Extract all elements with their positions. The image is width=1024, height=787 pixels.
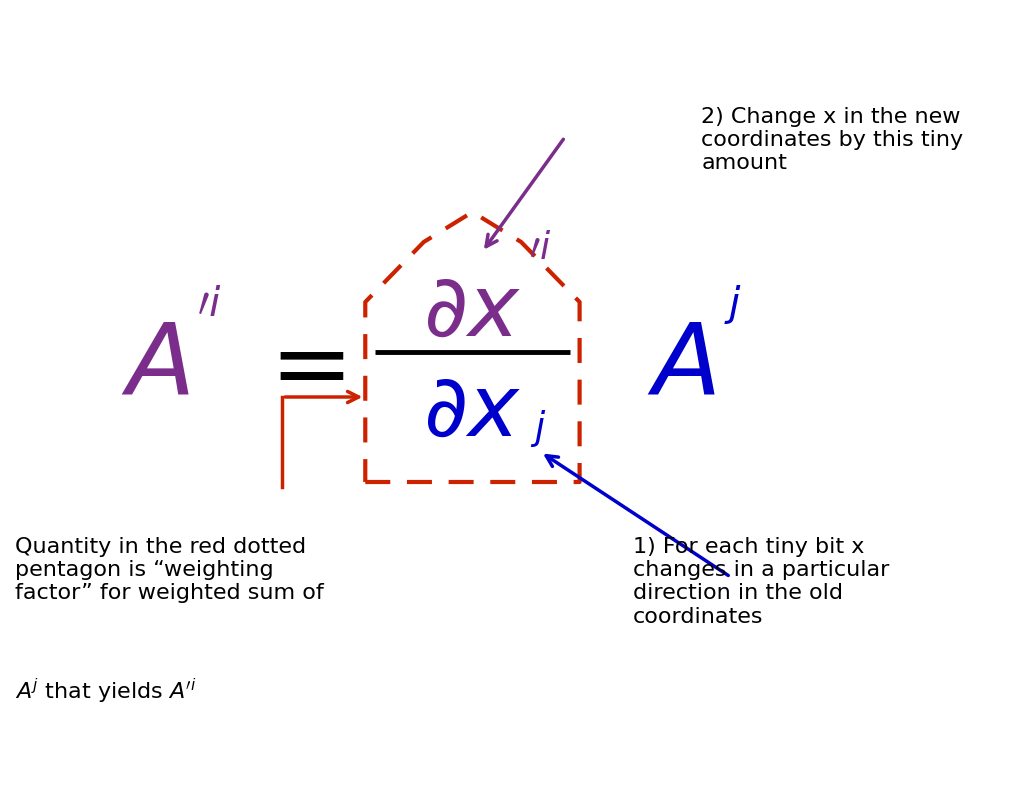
Text: ${}^{\prime i}$: ${}^{\prime i}$ bbox=[529, 237, 552, 287]
Text: $A^j$ that yields $A^{\prime i}$: $A^j$ that yields $A^{\prime i}$ bbox=[14, 677, 197, 706]
Text: ${}^{j}$: ${}^{j}$ bbox=[724, 294, 741, 350]
Text: ${}^{\prime i}$: ${}^{\prime i}$ bbox=[197, 294, 222, 350]
Text: 1) For each tiny bit x
changes in a particular
direction in the old
coordinates: 1) For each tiny bit x changes in a part… bbox=[633, 537, 890, 626]
Text: $A$: $A$ bbox=[122, 320, 190, 415]
Text: ${}^{j}$: ${}^{j}$ bbox=[529, 416, 546, 467]
Text: $=$: $=$ bbox=[250, 319, 344, 416]
Text: Quantity in the red dotted
pentagon is “weighting
factor” for weighted sum of: Quantity in the red dotted pentagon is “… bbox=[14, 537, 324, 604]
Text: 2) Change x in the new
coordinates by this tiny
amount: 2) Change x in the new coordinates by th… bbox=[701, 107, 964, 173]
Text: $\partial x$: $\partial x$ bbox=[423, 371, 521, 453]
Text: $\partial x$: $\partial x$ bbox=[423, 271, 521, 353]
Text: $A$: $A$ bbox=[647, 320, 717, 415]
